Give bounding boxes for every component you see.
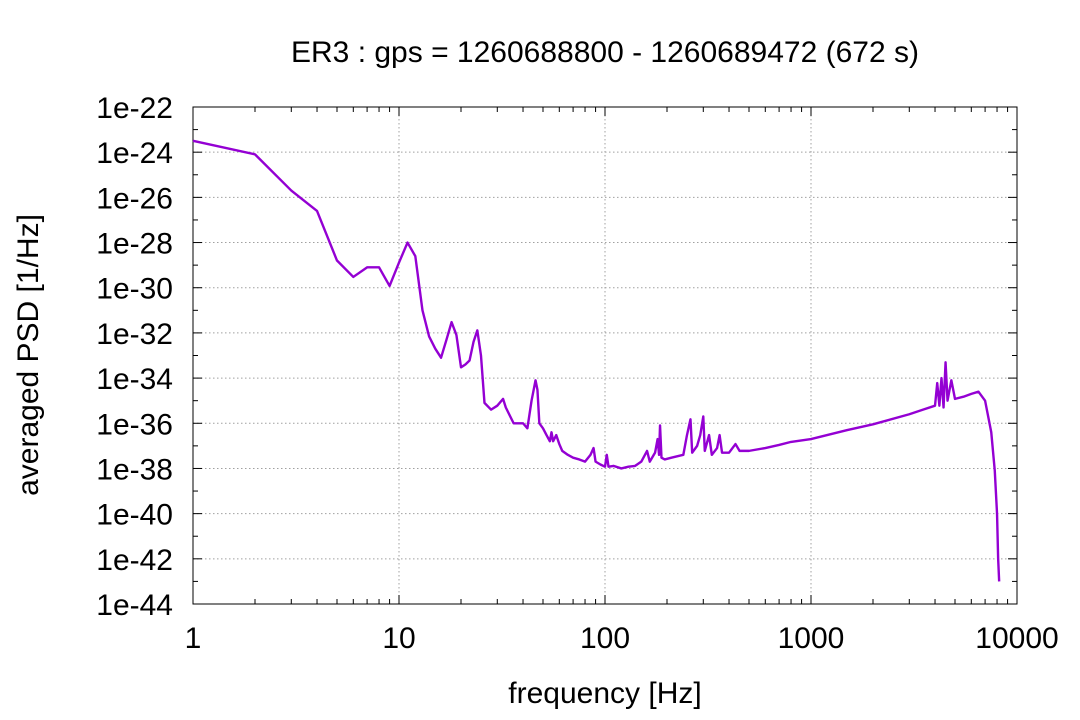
x-tick-label: 10000 xyxy=(975,622,1058,655)
y-axis-label: averaged PSD [1/Hz] xyxy=(12,214,45,496)
y-tick-label: 1e-24 xyxy=(96,137,173,170)
y-tick-label: 1e-28 xyxy=(96,228,173,261)
x-tick-labels: 1 10 100 1000 10000 xyxy=(185,622,1059,655)
x-tick-label: 100 xyxy=(580,622,630,655)
x-tick-label: 10 xyxy=(382,622,415,655)
y-tick-labels: 1e-22 1e-24 1e-26 1e-28 1e-30 1e-32 1e-34 1e-36… xyxy=(96,92,173,622)
chart-title: ER3 : gps = 1260688800 - 1260689472 (672… xyxy=(291,36,919,69)
y-tick-label: 1e-42 xyxy=(96,544,173,577)
grid xyxy=(193,107,1017,604)
y-tick-label: 1e-36 xyxy=(96,408,173,441)
y-tick-label: 1e-22 xyxy=(96,92,173,125)
series-layer xyxy=(192,139,1001,582)
x-tick-label: 1 xyxy=(185,622,202,655)
y-tick-label: 1e-38 xyxy=(96,453,173,486)
x-tick-label: 1000 xyxy=(778,622,845,655)
plot-frame xyxy=(192,106,1018,605)
y-tick-label: 1e-44 xyxy=(96,589,173,622)
x-axis-label: frequency [Hz] xyxy=(508,677,701,710)
y-tick-label: 1e-34 xyxy=(96,363,173,396)
y-tick-label: 1e-40 xyxy=(96,499,173,532)
y-tick-label: 1e-32 xyxy=(96,318,173,351)
y-tick-label: 1e-26 xyxy=(96,182,173,215)
psd-series-line xyxy=(192,139,1001,582)
y-tick-label: 1e-30 xyxy=(96,273,173,306)
